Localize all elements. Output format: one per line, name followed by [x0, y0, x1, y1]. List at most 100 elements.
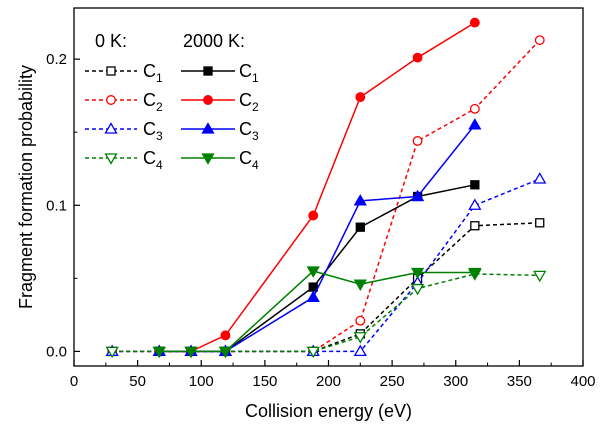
- y-axis-ticks: 0.0 0.1 0.2: [46, 51, 80, 360]
- x-tick-label: 400: [570, 373, 595, 390]
- legend-marker-c3-0k: [104, 122, 118, 134]
- x-tick-label: 100: [189, 373, 214, 390]
- data-point-c2-2000k: [355, 92, 366, 103]
- legend-label-subscript: 1: [156, 71, 163, 85]
- legend-entry-c4-2000k: C4: [181, 148, 259, 172]
- legend-entry-c1-0k: C1: [85, 61, 163, 85]
- x-tick-label: 150: [252, 373, 277, 390]
- data-point-c4-0k: [533, 270, 547, 283]
- x-tick-label: 300: [443, 373, 468, 390]
- legend-entry-c3-0k: C3: [85, 119, 163, 143]
- data-point-c3-2000k: [468, 118, 482, 130]
- data-point-c2-0k: [412, 136, 423, 146]
- series-c4-2000k: [152, 266, 482, 359]
- legend-label-main: C: [143, 90, 156, 110]
- series-line-c1-0k: [112, 222, 540, 353]
- legend-label-subscript: 3: [156, 129, 163, 143]
- data-point-c2-0k: [355, 315, 366, 326]
- series-c1-0k: [107, 218, 545, 357]
- data-point-c3-0k: [533, 172, 547, 184]
- legend-label-main: C: [239, 61, 252, 81]
- data-point-c2-2000k: [412, 52, 423, 63]
- legend-label-main: C: [239, 90, 252, 110]
- y-tick-label: 0.0: [46, 343, 67, 360]
- legend-label-subscript: 1: [252, 71, 259, 85]
- legend-label-c2-2000k: C2: [239, 90, 259, 114]
- series-line-c4-0k: [112, 273, 540, 353]
- legend-entry-c3-2000k: C3: [181, 119, 259, 143]
- x-axis-ticks: 0 50 100 150 200 250 300 350 400: [70, 360, 596, 390]
- data-point-c4-2000k: [152, 346, 166, 359]
- y-tick-label: 0.1: [46, 197, 67, 214]
- data-point-c4-2000k: [410, 267, 425, 280]
- legend-marker-c2-0k: [106, 95, 116, 105]
- data-point-c4-2000k: [218, 346, 233, 359]
- legend-entry-c2-2000k: C2: [181, 90, 259, 114]
- data-point-c4-0k: [353, 332, 367, 344]
- legend-label-main: C: [239, 148, 252, 168]
- axes-layer: 0 50 100 150 200 250 300 350 400 0.0 0.1 0.2 Colli…: [16, 7, 596, 421]
- series-c2-0k: [107, 35, 545, 357]
- data-point-c4-0k: [306, 346, 320, 359]
- legend-label-subscript: 4: [252, 158, 259, 172]
- legend-marker-c1-0k: [106, 66, 116, 76]
- legend-marker-c1-2000k: [203, 66, 213, 76]
- series-c4-0k: [105, 269, 547, 359]
- x-tick-label: 200: [316, 373, 341, 390]
- data-point-c2-2000k: [220, 330, 231, 341]
- legend-header-0k: 0 K:: [95, 31, 127, 51]
- legend-label-c3-2000k: C3: [239, 119, 259, 143]
- legend-label-c1-0k: C1: [143, 61, 163, 85]
- x-tick-label: 250: [380, 373, 405, 390]
- legend-label-c3-0k: C3: [143, 119, 163, 143]
- legend-entry-c4-0k: C4: [85, 148, 163, 172]
- data-point-c3-2000k: [410, 189, 425, 202]
- data-point-c4-0k: [410, 283, 425, 296]
- y-axis-label: Fragment formation probability: [16, 65, 36, 309]
- legend-label-main: C: [143, 148, 156, 168]
- legend-marker-c4-2000k: [201, 153, 215, 165]
- data-point-c1-0k: [535, 218, 545, 228]
- legend-label-main: C: [239, 119, 252, 139]
- series-layer: [105, 17, 547, 359]
- data-point-c2-0k: [469, 103, 480, 114]
- data-point-c4-0k: [105, 346, 119, 359]
- data-point-c3-0k: [468, 198, 482, 210]
- data-point-c3-0k: [353, 344, 367, 357]
- legend-entry-c2-0k: C2: [85, 90, 163, 114]
- legend-entry-c1-2000k: C1: [181, 61, 259, 85]
- data-point-c3-2000k: [353, 194, 367, 206]
- y-tick-label: 0.2: [46, 51, 67, 68]
- x-axis-label: Collision energy (eV): [245, 401, 412, 421]
- data-point-c2-0k: [534, 35, 545, 46]
- legend-label-subscript: 2: [252, 100, 259, 114]
- data-point-c4-2000k: [306, 266, 320, 278]
- data-point-c4-2000k: [468, 267, 482, 280]
- data-point-c1-2000k: [470, 180, 480, 190]
- data-point-c2-2000k: [469, 17, 480, 28]
- legend-header-2000k: 2000 K:: [183, 31, 245, 51]
- data-point-c4-2000k: [184, 346, 198, 359]
- legend-label-c1-2000k: C1: [239, 61, 259, 85]
- data-point-c3-2000k: [306, 290, 320, 302]
- x-tick-label: 0: [70, 373, 78, 390]
- data-point-c1-2000k: [355, 222, 365, 232]
- series-line-c2-0k: [112, 39, 541, 353]
- legend-marker-c4-0k: [104, 153, 118, 165]
- legend-label-c2-0k: C2: [143, 90, 163, 114]
- data-point-c2-2000k: [308, 210, 319, 221]
- legend-marker-c2-2000k: [203, 95, 213, 105]
- data-point-c4-2000k: [353, 279, 367, 291]
- x-tick-label: 50: [129, 373, 146, 390]
- x-tick-label: 350: [507, 373, 532, 390]
- legend-label-main: C: [143, 119, 156, 139]
- data-point-c1-0k: [470, 221, 480, 231]
- legend-label-c4-2000k: C4: [239, 148, 259, 172]
- legend-label-subscript: 3: [252, 129, 259, 143]
- legend-label-main: C: [143, 61, 156, 81]
- legend-label-subscript: 2: [156, 100, 163, 114]
- series-c3-0k: [105, 172, 547, 357]
